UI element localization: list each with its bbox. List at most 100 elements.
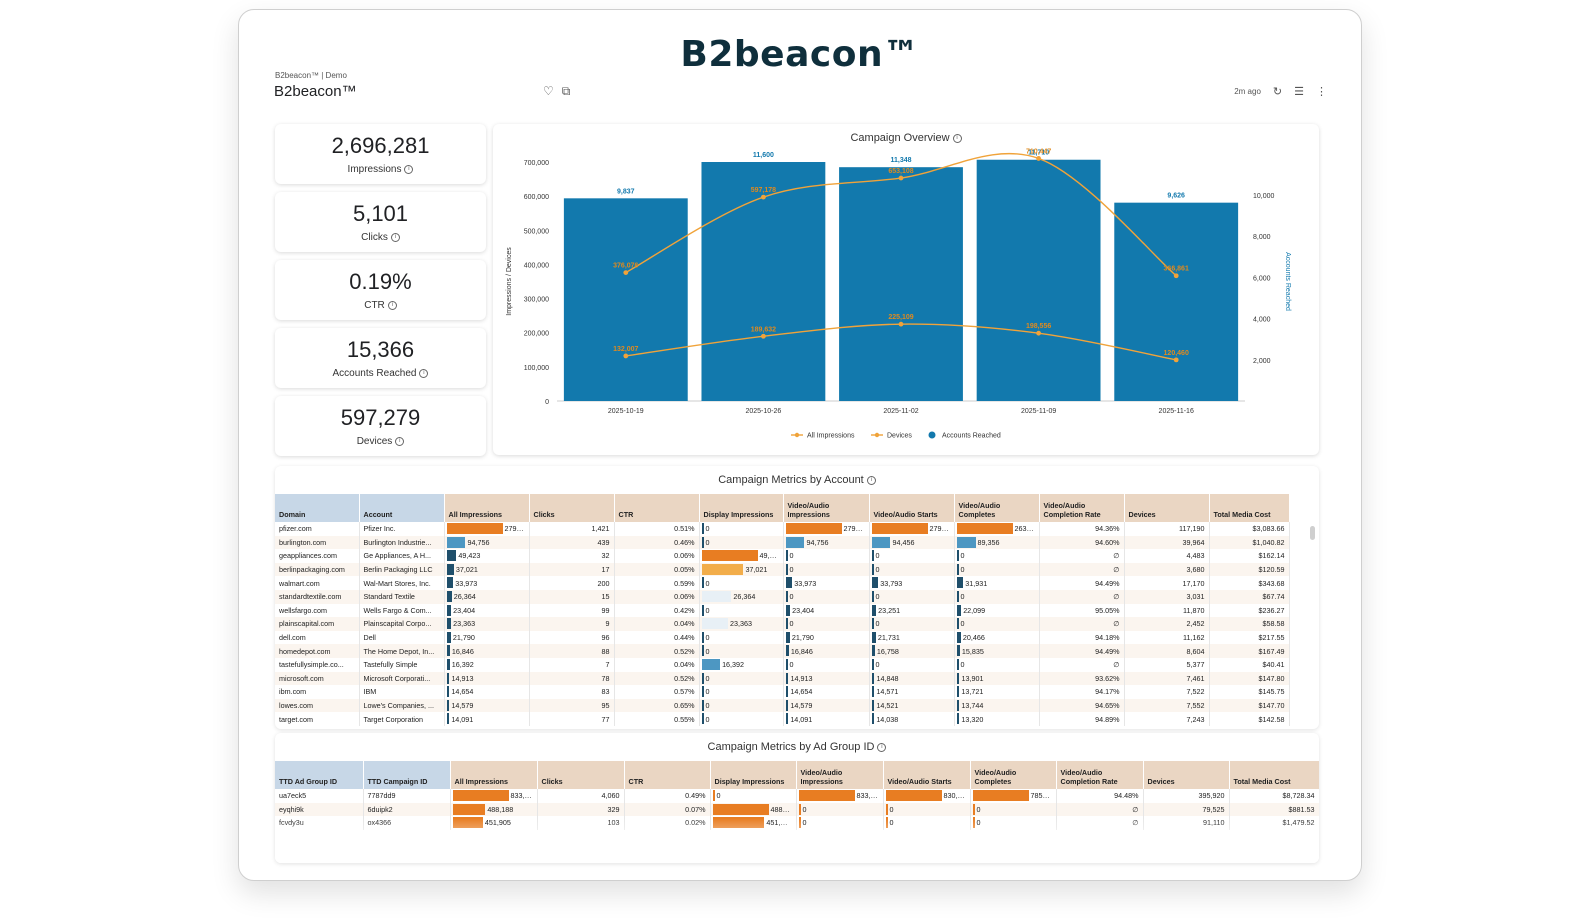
vertical-scrollbar[interactable] — [1310, 526, 1315, 540]
info-icon[interactable]: i — [387, 300, 397, 310]
column-header[interactable]: Video/Audio Completion Rate — [1056, 761, 1144, 789]
table-row[interactable]: standardtextile.com Standard Textile 26,36… — [275, 589, 1290, 604]
column-header[interactable]: Video/Audio Starts — [869, 494, 955, 522]
bar-cell: 21,790 — [444, 630, 530, 645]
table-cell: $1,040.82 — [1209, 535, 1290, 550]
table-cell: 3,680 — [1124, 562, 1210, 577]
table-cell: 96 — [529, 630, 615, 645]
table-row[interactable]: berlinpackaging.com Berlin Packaging LLC 3… — [275, 562, 1290, 577]
column-header[interactable]: Total Media Cost — [1209, 494, 1290, 522]
line-point — [1036, 156, 1041, 161]
table-row[interactable]: walmart.com Wal-Mart Stores, Inc. 33,973 20… — [275, 576, 1290, 590]
info-icon[interactable]: i — [866, 475, 876, 485]
data-bar — [785, 536, 805, 548]
column-header[interactable]: Domain — [275, 494, 360, 522]
more-menu-icon[interactable]: ⋮ — [1316, 86, 1327, 98]
bar-cell: 21,731 — [869, 630, 955, 645]
data-bar — [871, 523, 928, 534]
table-row[interactable]: lowes.com Lowe's Companies, ... 14,579 95 0.… — [275, 698, 1290, 713]
table-cell: 8,604 — [1124, 644, 1210, 658]
filter-icon[interactable]: ☰ — [1294, 86, 1304, 98]
table-row[interactable]: ibm.com IBM 14,654 83 0.57% 0 14,654 14,571 13,7… — [275, 685, 1290, 699]
data-bar — [785, 590, 788, 602]
cell-value: 20,466 — [962, 633, 985, 643]
info-icon[interactable]: i — [877, 742, 887, 752]
table-cell: $142.58 — [1209, 712, 1290, 726]
table-row[interactable]: plainscapital.com Plainscapital Corpo... 2… — [275, 617, 1290, 631]
data-bar — [885, 803, 888, 815]
data-bar — [446, 577, 454, 589]
column-header[interactable]: Video/Audio Impressions — [783, 494, 870, 522]
table-cell: 117,190 — [1124, 522, 1210, 536]
table-cell: ∅ — [1039, 657, 1125, 672]
column-header[interactable]: Video/Audio Completes — [954, 494, 1040, 522]
table-cell: ∅ — [1039, 617, 1125, 631]
cell-value: 0 — [789, 565, 794, 575]
table-row[interactable]: tastefullysimple.co... Tastefully Simple 1… — [275, 657, 1290, 672]
bar-accounts-reached — [976, 159, 1101, 401]
column-header[interactable]: All Impressions — [444, 494, 530, 522]
table-cell: 7,552 — [1124, 698, 1210, 713]
bar-cell: 14,091 — [783, 712, 870, 726]
column-header[interactable]: TTD Ad Group ID — [275, 761, 364, 789]
cell-value: 94,456 — [892, 537, 915, 547]
table-row[interactable]: eyqhi9k 6duipk2 488,188 329 0.07% 488,188 0 0 0 ∅… — [275, 802, 1319, 817]
table-cell: $3,083.66 — [1209, 522, 1290, 536]
column-header[interactable]: Devices — [1143, 761, 1230, 789]
data-bar — [446, 686, 450, 698]
column-header[interactable]: Total Media Cost — [1229, 761, 1319, 789]
column-header[interactable]: Devices — [1124, 494, 1210, 522]
column-header[interactable]: CTR — [614, 494, 700, 522]
table-row[interactable]: wellsfargo.com Wells Fargo & Com... 23,404… — [275, 603, 1290, 618]
copy-icon[interactable]: ⧉ — [561, 84, 571, 98]
column-header[interactable]: Video/Audio Completes — [970, 761, 1057, 789]
table-row[interactable]: homedepot.com The Home Depot, In... 16,846… — [275, 644, 1290, 658]
column-header[interactable]: All Impressions — [450, 761, 538, 789]
data-bar — [446, 672, 450, 684]
info-icon[interactable]: i — [390, 232, 400, 242]
table-row[interactable]: geappliances.com Ge Appliances, A H... 49,… — [275, 549, 1290, 563]
table-row[interactable]: burlington.com Burlington Industrie... 94,… — [275, 535, 1290, 550]
table-row[interactable]: microsoft.com Microsoft Corporati... 14,91… — [275, 671, 1290, 686]
column-header[interactable]: Clicks — [529, 494, 615, 522]
table-cell: 2,452 — [1124, 617, 1210, 631]
column-header[interactable]: Display Impressions — [699, 494, 784, 522]
breadcrumb[interactable]: B2beacon™ | Demo — [275, 71, 347, 80]
table-row[interactable]: ua7eck5 7787dd9 833,079 4,060 0.49% 0 833,079 8… — [275, 789, 1319, 803]
column-header[interactable]: CTR — [624, 761, 711, 789]
table-cell: 0.42% — [614, 603, 700, 618]
data-bar — [446, 590, 452, 602]
table-cell: 9 — [529, 617, 615, 631]
column-header[interactable]: Display Impressions — [710, 761, 797, 789]
cell-value: 23,363 — [729, 619, 752, 629]
data-bar — [446, 645, 450, 657]
kpi-value: 5,101 — [352, 201, 409, 226]
table-cell: 39,964 — [1124, 535, 1210, 550]
column-header[interactable]: Account — [359, 494, 445, 522]
cell-value: 16,846 — [451, 646, 474, 656]
column-header[interactable]: TTD Campaign ID — [363, 761, 451, 789]
table-row[interactable]: target.com Target Corporation 14,091 77 0.55… — [275, 712, 1290, 726]
bar-cell: 23,251 — [869, 603, 955, 618]
info-icon[interactable]: i — [419, 368, 429, 378]
table-cell: 7787dd9 — [363, 789, 451, 803]
table-row[interactable]: dell.com Dell 21,790 96 0.44% 0 21,790 21,731 20… — [275, 630, 1290, 645]
data-bar — [972, 790, 1029, 801]
info-icon[interactable]: i — [395, 436, 405, 446]
cell-value: 23,404 — [792, 605, 815, 615]
kpi-label: Accounts Reached — [332, 368, 417, 379]
column-header[interactable]: Clicks — [537, 761, 625, 789]
y-tick-label: 200,000 — [524, 331, 549, 338]
kpi-label: Clicks — [361, 232, 388, 243]
favorite-heart-icon[interactable]: ♡ — [543, 84, 554, 98]
info-icon[interactable]: i — [404, 164, 414, 174]
data-bar — [785, 672, 789, 684]
table-cell: Dell — [359, 630, 445, 645]
column-header[interactable]: Video/Audio Completion Rate — [1039, 494, 1125, 522]
info-icon[interactable]: i — [952, 133, 962, 143]
refresh-icon[interactable]: ↻ — [1272, 86, 1283, 98]
bar-cell: 0 — [783, 617, 870, 631]
table-row[interactable]: pfizer.com Pfizer Inc. 279,751 1,421 0.51% 0 2… — [275, 522, 1290, 536]
column-header[interactable]: Video/Audio Impressions — [796, 761, 884, 789]
column-header[interactable]: Video/Audio Starts — [883, 761, 971, 789]
